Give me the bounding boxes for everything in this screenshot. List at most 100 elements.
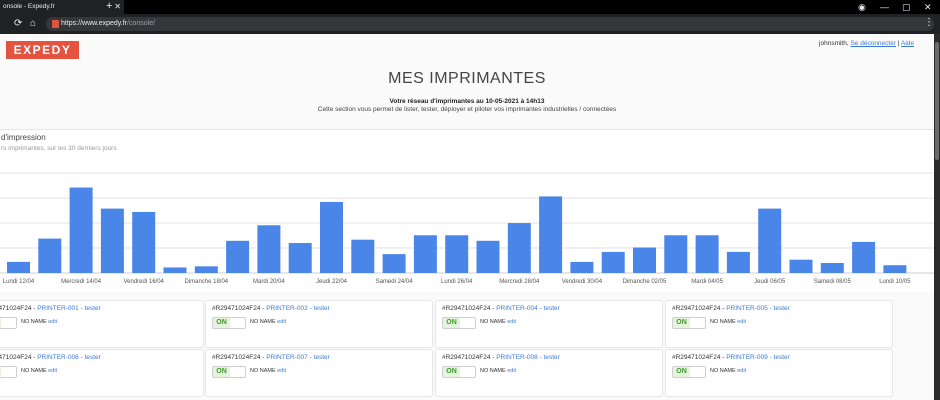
chart-bar[interactable] bbox=[445, 235, 469, 273]
toggle-on-label: ON bbox=[673, 318, 690, 328]
chart-bar[interactable] bbox=[726, 251, 750, 273]
site-favicon-icon bbox=[52, 20, 59, 28]
chart-bar[interactable] bbox=[38, 238, 62, 273]
printer-name-link[interactable]: PRINTER-009 - tester bbox=[726, 354, 790, 361]
home-icon[interactable]: ⌂ bbox=[30, 18, 37, 29]
printer-toggle[interactable]: ON bbox=[442, 366, 476, 378]
printer-card: #R29471024F24 - PRINTER-005 - tester ON NO… bbox=[665, 300, 893, 348]
separator: | bbox=[897, 40, 900, 47]
printer-title: #R29471024F24 - PRINTER-004 - tester bbox=[442, 305, 560, 312]
chart-bar[interactable] bbox=[320, 201, 343, 273]
edit-link[interactable]: edit bbox=[48, 368, 58, 374]
printer-toggle[interactable]: ON bbox=[0, 317, 17, 329]
profile-icon[interactable]: ◉ bbox=[858, 2, 866, 12]
browser-menu-icon[interactable]: ⋮ bbox=[924, 17, 934, 28]
chart-bar[interactable] bbox=[633, 247, 656, 273]
chart-bar[interactable] bbox=[69, 187, 93, 273]
edit-link[interactable]: edit bbox=[737, 368, 747, 374]
printer-name-link[interactable]: PRINTER-004 - tester bbox=[496, 305, 560, 312]
toggle-on-label: ON bbox=[443, 367, 460, 377]
chart-bar[interactable] bbox=[883, 265, 907, 273]
username: johnsmith, bbox=[819, 40, 849, 47]
printer-toggle[interactable]: ON bbox=[672, 366, 706, 378]
chart-x-tick-label: Samedi 24/04 bbox=[376, 279, 414, 285]
chart-bar[interactable] bbox=[539, 196, 563, 273]
chart-bar[interactable] bbox=[664, 235, 688, 273]
chart-x-tick-label: Jeudi 06/05 bbox=[754, 279, 786, 285]
chart-x-tick-label: Mardi 04/05 bbox=[691, 279, 723, 285]
page-scrollbar[interactable] bbox=[934, 34, 940, 400]
close-tab-icon[interactable]: ✕ bbox=[114, 2, 121, 11]
scrollbar-thumb[interactable] bbox=[935, 42, 939, 160]
chart-bar[interactable] bbox=[413, 235, 437, 273]
chart-bar[interactable] bbox=[100, 208, 124, 273]
chart-bar[interactable] bbox=[852, 241, 876, 273]
printer-name-link[interactable]: PRINTER-008 - tester bbox=[496, 354, 560, 361]
printer-toggle[interactable]: ON bbox=[0, 366, 17, 378]
help-link[interactable]: Aide bbox=[900, 40, 914, 47]
page-title: MES IMPRIMANTES bbox=[388, 70, 546, 87]
printer-label: NO NAME edit bbox=[250, 368, 286, 374]
printer-name-link[interactable]: PRINTER-007 - tester bbox=[266, 354, 330, 361]
chart-bar[interactable] bbox=[226, 240, 250, 273]
printer-id: #R29471024F24 - bbox=[442, 354, 497, 361]
edit-link[interactable]: edit bbox=[507, 368, 517, 374]
printer-label: NO NAME edit bbox=[21, 319, 57, 325]
expedy-logo[interactable]: EXPEDY bbox=[6, 41, 79, 59]
printer-id: #R29471024F24 - bbox=[212, 354, 267, 361]
printer-name-link[interactable]: PRINTER-006 - tester bbox=[37, 354, 101, 361]
page-subtitle: Votre réseau d'imprimantes au 10-05-2021… bbox=[389, 98, 545, 105]
printer-label: NO NAME edit bbox=[250, 319, 286, 325]
close-window-icon[interactable]: ✕ bbox=[924, 2, 932, 12]
printer-title: #R29471024F24 - PRINTER-007 - tester bbox=[212, 354, 330, 361]
chart-bar[interactable] bbox=[163, 267, 187, 273]
chart-bar[interactable] bbox=[695, 235, 719, 273]
chart-bar[interactable] bbox=[382, 254, 406, 273]
printer-label: NO NAME edit bbox=[480, 368, 516, 374]
edit-link[interactable]: edit bbox=[48, 319, 58, 325]
chart-bar[interactable] bbox=[351, 239, 375, 273]
minimize-icon[interactable]: — bbox=[880, 2, 889, 12]
chart-bar[interactable] bbox=[476, 240, 500, 273]
chart-bar[interactable] bbox=[601, 251, 625, 273]
chart-bar[interactable] bbox=[789, 259, 813, 273]
printer-title: #R29471024F24 - PRINTER-005 - tester bbox=[672, 305, 790, 312]
printer-id: #R29471024F24 - bbox=[0, 354, 36, 361]
toggle-on-label: ON bbox=[673, 367, 690, 377]
chart-x-tick-label: Mercredi 28/04 bbox=[499, 279, 540, 285]
printer-label-text: NO NAME bbox=[250, 368, 278, 374]
chart-bar[interactable] bbox=[7, 261, 30, 273]
maximize-icon[interactable]: ▢ bbox=[902, 2, 911, 12]
chart-bar[interactable] bbox=[758, 208, 782, 273]
printer-card: #R29471024F24 - PRINTER-009 - tester ON NO… bbox=[665, 349, 893, 397]
logout-link[interactable]: Se déconnecter bbox=[850, 40, 897, 47]
printer-id: #R29471024F24 - bbox=[212, 305, 267, 312]
printer-toggle[interactable]: ON bbox=[212, 366, 246, 378]
printer-toggle[interactable]: ON bbox=[212, 317, 246, 329]
user-bar: johnsmith, Se déconnecter | Aide bbox=[819, 40, 914, 47]
printer-toggle[interactable]: ON bbox=[672, 317, 706, 329]
printer-name-link[interactable]: PRINTER-001 - tester bbox=[37, 305, 101, 312]
address-bar[interactable]: https://www.expedy.fr/console/ bbox=[46, 17, 934, 31]
toggle-on-label: ON bbox=[213, 367, 230, 377]
edit-link[interactable]: edit bbox=[507, 319, 517, 325]
chart-bar[interactable] bbox=[132, 211, 156, 273]
chart-bar[interactable] bbox=[288, 243, 312, 273]
new-tab-icon[interactable]: + bbox=[106, 0, 113, 12]
chart-bar[interactable] bbox=[570, 261, 594, 273]
printer-label-text: NO NAME bbox=[710, 368, 738, 374]
edit-link[interactable]: edit bbox=[737, 319, 747, 325]
edit-link[interactable]: edit bbox=[277, 368, 287, 374]
chart-bar[interactable] bbox=[257, 225, 281, 273]
chart-bar[interactable] bbox=[820, 263, 844, 273]
printer-name-link[interactable]: PRINTER-002 - tester bbox=[266, 305, 330, 312]
printer-name-link[interactable]: PRINTER-005 - tester bbox=[726, 305, 790, 312]
printer-label-text: NO NAME bbox=[21, 319, 49, 325]
printer-card: #R29471024F24 - PRINTER-006 - tester ON NO… bbox=[0, 349, 204, 397]
browser-tab[interactable]: onsole - Expedy.fr ✕ bbox=[0, 0, 124, 14]
chart-bar[interactable] bbox=[194, 266, 218, 273]
printer-toggle[interactable]: ON bbox=[442, 317, 476, 329]
reload-icon[interactable]: ⟳ bbox=[14, 18, 23, 29]
chart-bar[interactable] bbox=[507, 223, 531, 273]
edit-link[interactable]: edit bbox=[277, 319, 287, 325]
